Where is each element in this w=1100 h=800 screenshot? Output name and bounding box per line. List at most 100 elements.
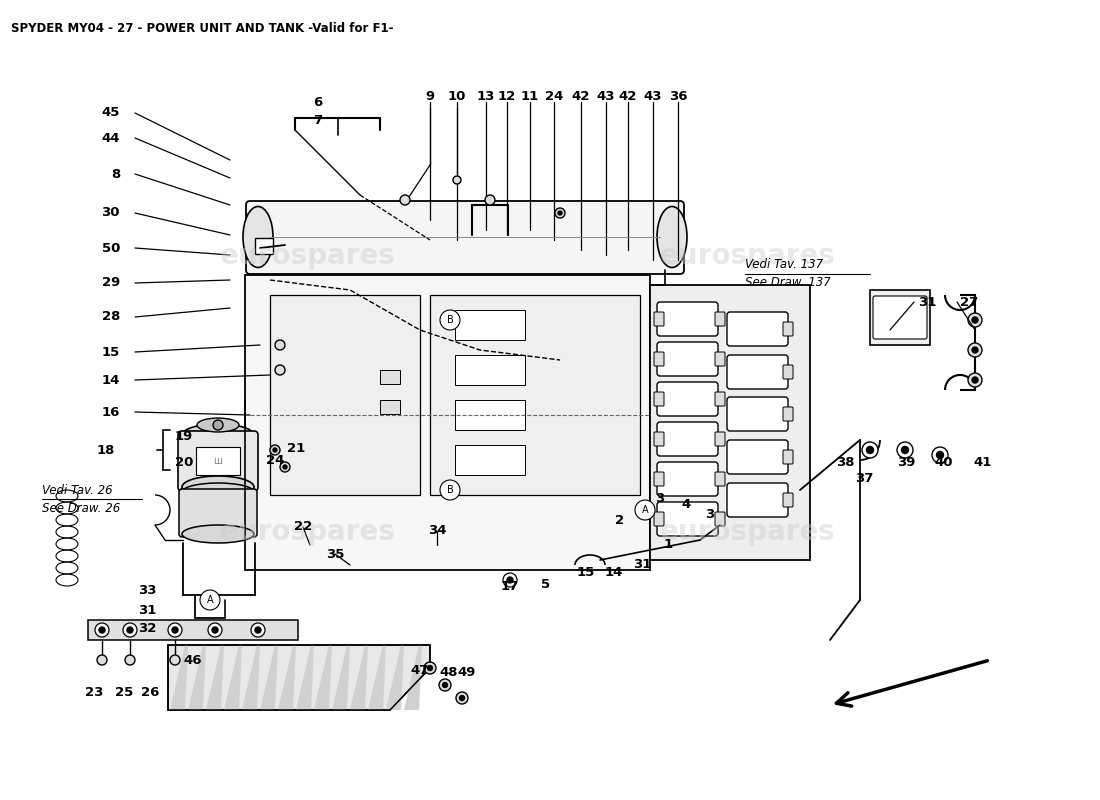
FancyBboxPatch shape [196, 447, 240, 475]
Polygon shape [386, 645, 404, 710]
Text: B: B [447, 485, 453, 495]
Text: 12: 12 [498, 90, 516, 103]
Text: 15: 15 [101, 346, 120, 358]
Circle shape [867, 446, 873, 454]
Text: 22: 22 [294, 521, 312, 534]
Circle shape [275, 365, 285, 375]
FancyBboxPatch shape [455, 310, 525, 340]
Text: SPYDER MY04 - 27 - POWER UNIT AND TANK -Valid for F1-: SPYDER MY04 - 27 - POWER UNIT AND TANK -… [11, 22, 394, 35]
FancyBboxPatch shape [657, 502, 718, 536]
FancyBboxPatch shape [379, 400, 400, 414]
Circle shape [125, 655, 135, 665]
Polygon shape [188, 645, 206, 710]
FancyBboxPatch shape [727, 397, 788, 431]
Text: 18: 18 [97, 443, 116, 457]
Ellipse shape [182, 424, 254, 446]
FancyBboxPatch shape [715, 432, 725, 446]
Text: 25: 25 [114, 686, 133, 699]
Text: 2: 2 [615, 514, 625, 527]
Text: eurospares: eurospares [660, 242, 836, 270]
Circle shape [251, 623, 265, 637]
Circle shape [862, 442, 878, 458]
FancyBboxPatch shape [654, 472, 664, 486]
Circle shape [968, 313, 982, 327]
Text: 36: 36 [669, 90, 688, 103]
Text: 24: 24 [544, 90, 563, 103]
FancyBboxPatch shape [650, 285, 810, 560]
Polygon shape [242, 645, 260, 710]
Text: 31: 31 [632, 558, 651, 570]
Text: 5: 5 [541, 578, 551, 590]
Text: 11: 11 [521, 90, 539, 103]
Circle shape [95, 623, 109, 637]
Circle shape [968, 343, 982, 357]
Circle shape [172, 627, 178, 633]
Text: 1: 1 [663, 538, 672, 551]
FancyBboxPatch shape [657, 302, 718, 336]
Text: Vedi Tav. 137: Vedi Tav. 137 [745, 258, 823, 271]
FancyBboxPatch shape [430, 295, 640, 495]
Polygon shape [368, 645, 386, 710]
FancyBboxPatch shape [727, 355, 788, 389]
Circle shape [255, 627, 261, 633]
Text: 17: 17 [500, 579, 519, 593]
FancyBboxPatch shape [783, 365, 793, 379]
Text: 24: 24 [266, 454, 284, 467]
Text: eurospares: eurospares [220, 518, 396, 546]
FancyBboxPatch shape [455, 445, 525, 475]
FancyBboxPatch shape [715, 392, 725, 406]
Text: 10: 10 [448, 90, 466, 103]
Text: 30: 30 [101, 206, 120, 219]
FancyBboxPatch shape [88, 620, 298, 640]
Text: 35: 35 [326, 547, 344, 561]
Polygon shape [224, 645, 242, 710]
Text: 14: 14 [605, 566, 624, 579]
Text: 16: 16 [101, 406, 120, 418]
Text: eurospares: eurospares [220, 242, 396, 270]
Circle shape [170, 655, 180, 665]
FancyBboxPatch shape [783, 322, 793, 336]
Text: ш: ш [213, 456, 222, 466]
FancyBboxPatch shape [783, 450, 793, 464]
Polygon shape [278, 645, 296, 710]
Text: 26: 26 [141, 686, 160, 699]
Circle shape [439, 679, 451, 691]
Polygon shape [170, 645, 188, 710]
Polygon shape [332, 645, 350, 710]
Text: 43: 43 [644, 90, 662, 103]
Text: 48: 48 [440, 666, 459, 678]
Circle shape [936, 451, 944, 458]
Ellipse shape [243, 206, 273, 267]
Text: 15: 15 [576, 566, 595, 579]
Text: 31: 31 [918, 295, 936, 309]
FancyBboxPatch shape [873, 296, 927, 339]
Text: 32: 32 [138, 622, 156, 635]
FancyBboxPatch shape [727, 483, 788, 517]
FancyBboxPatch shape [727, 312, 788, 346]
Text: 14: 14 [101, 374, 120, 386]
Text: 29: 29 [101, 277, 120, 290]
Text: 23: 23 [85, 686, 103, 699]
FancyBboxPatch shape [654, 512, 664, 526]
Text: A: A [207, 595, 213, 605]
Circle shape [972, 377, 978, 383]
Text: 45: 45 [101, 106, 120, 119]
FancyBboxPatch shape [727, 440, 788, 474]
Ellipse shape [197, 418, 239, 432]
Ellipse shape [657, 206, 688, 267]
FancyBboxPatch shape [657, 342, 718, 376]
Circle shape [280, 462, 290, 472]
Circle shape [972, 347, 978, 353]
Ellipse shape [182, 483, 254, 501]
Circle shape [97, 655, 107, 665]
FancyBboxPatch shape [245, 275, 650, 570]
Circle shape [283, 465, 287, 469]
Polygon shape [314, 645, 332, 710]
Text: See Draw. 26: See Draw. 26 [42, 502, 120, 514]
FancyBboxPatch shape [715, 352, 725, 366]
Text: 31: 31 [138, 603, 156, 617]
Circle shape [273, 448, 277, 452]
FancyBboxPatch shape [870, 290, 930, 345]
Text: 4: 4 [681, 498, 691, 511]
Circle shape [453, 176, 461, 184]
